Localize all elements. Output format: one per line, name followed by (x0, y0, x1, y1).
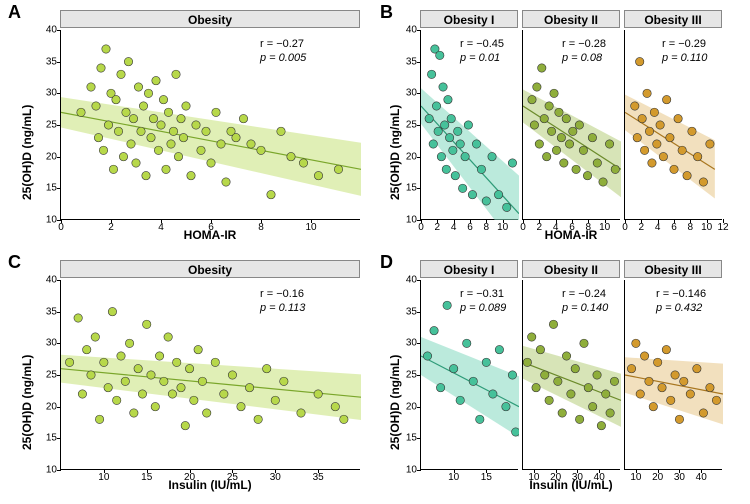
stats-A: r = −0.27p = 0.005 (260, 38, 306, 66)
x-axis-label: Insulin (IU/mL) (420, 478, 722, 492)
x-axis-label: HOMA-IR (60, 228, 360, 242)
y-axis-label: 25(OH)D (ng/mL) (20, 105, 34, 200)
stats-B1: r = −0.45p = 0.01 (460, 38, 504, 66)
strip-b2: Obesity II (522, 10, 620, 28)
y-axis-label: 25(OH)D (ng/mL) (388, 355, 402, 450)
strip-b3: Obesity III (624, 10, 722, 28)
panel-label-a: A (8, 2, 21, 23)
strip-c: Obesity (60, 260, 360, 278)
panel-label-c: C (8, 252, 21, 273)
strip-a: Obesity (60, 10, 360, 28)
strip-d1: Obesity I (420, 260, 518, 278)
stats-D3: r = −0.146p = 0.432 (656, 288, 706, 316)
y-axis-label: 25(OH)D (ng/mL) (388, 105, 402, 200)
y-axis-label: 25(OH)D (ng/mL) (20, 355, 34, 450)
plot-C: 10152025303540101520253035 (60, 280, 360, 470)
stats-D2: r = −0.24p = 0.140 (562, 288, 608, 316)
strip-d2: Obesity II (522, 260, 620, 278)
plot-A: 101520253035400246810 (60, 30, 360, 220)
panel-label-d: D (380, 252, 393, 273)
stats-B2: r = −0.28p = 0.08 (562, 38, 606, 66)
x-axis-label: HOMA-IR (420, 228, 722, 242)
stats-B3: r = −0.29p = 0.110 (662, 38, 707, 66)
stats-C: r = −0.16p = 0.113 (260, 288, 305, 316)
chart-svg-C (61, 280, 361, 470)
strip-b1: Obesity I (420, 10, 518, 28)
panel-label-b: B (380, 2, 393, 23)
chart-svg-A (61, 30, 361, 220)
x-axis-label: Insulin (IU/mL) (60, 478, 360, 492)
figure-grid: { "layout":{ "width":750,"height":504, "… (0, 0, 750, 504)
stats-D1: r = −0.31p = 0.089 (460, 288, 506, 316)
strip-d3: Obesity III (624, 260, 722, 278)
